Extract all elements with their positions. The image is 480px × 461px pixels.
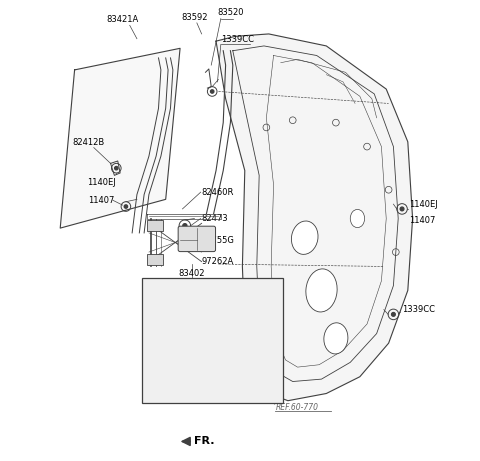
Text: 82473: 82473 [202, 214, 228, 223]
Text: 83421A: 83421A [107, 15, 139, 24]
Text: FR.: FR. [194, 437, 215, 446]
Ellipse shape [306, 269, 337, 312]
Polygon shape [60, 48, 180, 228]
Bar [146, 254, 163, 265]
Ellipse shape [291, 221, 318, 254]
Ellipse shape [350, 209, 365, 228]
Circle shape [211, 90, 214, 93]
Text: 97262A: 97262A [202, 257, 234, 266]
Text: 1140EJ: 1140EJ [86, 178, 115, 187]
Ellipse shape [324, 323, 348, 354]
Circle shape [124, 205, 128, 208]
Bar [146, 220, 163, 231]
Circle shape [183, 224, 187, 228]
Text: 82460R: 82460R [202, 188, 234, 197]
Circle shape [392, 313, 395, 316]
Text: 83592: 83592 [181, 13, 208, 22]
Text: 51755G: 51755G [202, 236, 235, 245]
Text: 11407: 11407 [88, 196, 114, 205]
Bar [142, 278, 283, 403]
Text: 1140EJ: 1140EJ [409, 200, 437, 209]
FancyBboxPatch shape [178, 226, 216, 252]
Polygon shape [216, 34, 413, 401]
Text: 83402: 83402 [179, 269, 205, 278]
Circle shape [115, 166, 118, 170]
Text: 1339CC: 1339CC [221, 35, 254, 43]
Text: 83520: 83520 [217, 8, 244, 17]
Text: 11407: 11407 [409, 216, 435, 225]
Circle shape [400, 207, 404, 211]
Text: REF.60-770: REF.60-770 [276, 403, 319, 413]
Text: 1339CC: 1339CC [402, 305, 435, 314]
Text: 82412B: 82412B [73, 137, 105, 147]
